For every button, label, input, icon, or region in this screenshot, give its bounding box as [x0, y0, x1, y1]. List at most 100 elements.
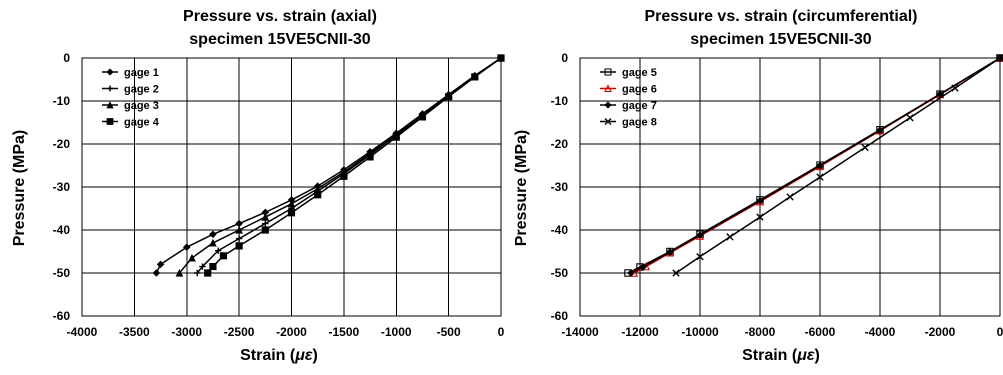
circumferential-series-1: [624, 54, 1003, 277]
axial-y-tick-label: -20: [53, 137, 71, 151]
axial-x-tick-label: 0: [498, 325, 505, 339]
axial-data-point: [235, 242, 243, 250]
circumferential-y-tick-labels: 0 -10 -20 -30 -40 -50 -60: [551, 51, 569, 323]
circumferential-legend-marker: [604, 101, 612, 109]
circumferential-x-axis-label: Strain (με): [742, 347, 820, 364]
axial-x-label-symbol: με: [294, 347, 313, 364]
axial-data-point: [199, 263, 206, 270]
axial-series-1: [152, 54, 505, 277]
axial-y-tick-label: -60: [53, 309, 71, 323]
circumferential-data-point: [627, 269, 635, 277]
axial-data-point: [262, 220, 269, 227]
axial-x-tick-label: -4000: [67, 325, 98, 339]
axial-data-point: [287, 199, 296, 208]
circumferential-y-tick-label: -30: [551, 180, 569, 194]
axial-y-tick-labels: 0 -10 -20 -30 -40 -50 -60: [53, 51, 71, 323]
axial-legend-marker: [106, 118, 114, 125]
axial-data-point: [340, 172, 348, 180]
circumferential-x-tick-label: 0: [997, 325, 1003, 339]
circumferential-legend-label: gage 8: [622, 117, 657, 129]
circumferential-y-tick-label: -20: [551, 137, 569, 151]
circumferential-x-tick-label: -10000: [681, 325, 719, 339]
axial-data-point: [188, 253, 196, 262]
axial-y-tick-label: -40: [53, 223, 71, 237]
axial-data-point: [235, 219, 243, 228]
axial-x-tick-label: -3000: [171, 325, 202, 339]
axial-data-point: [204, 269, 212, 277]
axial-series-4: [204, 54, 505, 277]
axial-data-point: [445, 93, 453, 101]
axial-data-point: [156, 260, 165, 269]
axial-data-point: [287, 209, 296, 217]
axial-chart: Pressure vs. strain (axial) specimen 15V…: [11, 8, 505, 364]
circumferential-data-point: [672, 269, 680, 277]
circumferential-y-tick-label: -50: [551, 266, 569, 280]
axial-legend-item: gage 2: [102, 84, 159, 96]
axial-grid: [82, 58, 501, 316]
circumferential-data-point: [876, 126, 884, 135]
circumferential-x-label-end: ): [815, 347, 820, 364]
circumferential-x-label-text: Strain (: [742, 347, 798, 364]
circumferential-data-point: [756, 196, 764, 205]
chart-subtitle-axial: specimen 15VE5CNII-30: [189, 31, 371, 48]
axial-x-label-end: ): [313, 347, 318, 364]
axial-x-tick-label: -3500: [119, 325, 150, 339]
circumferential-grid: [580, 58, 1000, 316]
axial-x-tick-label: -2500: [224, 325, 255, 339]
axial-x-tick-label: -1000: [381, 325, 412, 339]
axial-data-point: [152, 269, 161, 277]
axial-data-point: [235, 225, 243, 234]
circumferential-x-tick-label: -8000: [745, 325, 776, 339]
circumferential-data-point: [696, 252, 704, 261]
circumferential-y-tick-label: -60: [551, 309, 569, 323]
axial-legend-label: gage 1: [124, 67, 159, 79]
axial-data-point: [392, 133, 400, 141]
axial-data-point: [261, 226, 269, 234]
circumferential-x-tick-label: -6000: [805, 325, 836, 339]
circumferential-legend: gage 5 gage 6 gage 7 gage 8: [600, 67, 657, 129]
circumferential-legend-label: gage 6: [622, 84, 657, 96]
axial-data-point: [314, 191, 322, 199]
circumferential-data-point: [786, 193, 794, 201]
axial-data-point: [214, 247, 222, 254]
axial-data-point: [175, 268, 184, 277]
axial-series-line: [155, 57, 502, 274]
circumferential-data-point: [951, 84, 959, 92]
circumferential-legend-marker: [604, 68, 612, 76]
circumferential-legend-marker: [604, 118, 612, 125]
axial-data-point: [418, 113, 427, 121]
axial-x-tick-label: -2000: [276, 325, 307, 339]
chart-subtitle-circumferential: specimen 15VE5CNII-30: [690, 31, 872, 48]
circumferential-data-point: [696, 231, 704, 239]
circumferential-data-point: [816, 161, 824, 169]
axial-data-point: [235, 235, 243, 242]
axial-legend-item: gage 1: [102, 67, 159, 79]
circumferential-x-tick-label: -12000: [621, 325, 659, 339]
circumferential-legend-label: gage 5: [622, 67, 657, 79]
axial-data-point: [471, 73, 479, 81]
circumferential-series-line: [630, 57, 1001, 274]
circumferential-data-point: [996, 54, 1003, 62]
circumferential-series-line: [627, 57, 1001, 274]
axial-legend-label: gage 2: [124, 84, 159, 96]
circumferential-x-label-symbol: με: [796, 347, 815, 364]
circumferential-legend-item: gage 8: [600, 117, 657, 129]
axial-data-point: [366, 153, 374, 161]
axial-data-point: [209, 238, 217, 247]
circumferential-x-tick-label: -4000: [865, 325, 896, 339]
axial-series-layer: [152, 53, 505, 277]
axial-data-point: [194, 269, 201, 277]
circumferential-series-layer: [624, 53, 1003, 277]
axial-y-tick-label: -50: [53, 266, 71, 280]
circumferential-x-tick-label: -2000: [925, 325, 956, 339]
circumferential-data-point: [666, 247, 674, 256]
circumferential-data-point: [861, 143, 869, 152]
circumferential-data-point: [816, 173, 824, 181]
circumferential-series-3: [627, 54, 1003, 277]
circumferential-y-tick-label: -40: [551, 223, 569, 237]
axial-legend-marker: [106, 101, 114, 109]
axial-y-axis-label: Pressure (MPa): [11, 130, 28, 247]
circumferential-legend-item: gage 6: [600, 84, 657, 96]
circumferential-chart: Pressure vs. strain (circumferential) sp…: [513, 8, 1003, 364]
circumferential-data-point: [639, 263, 647, 271]
